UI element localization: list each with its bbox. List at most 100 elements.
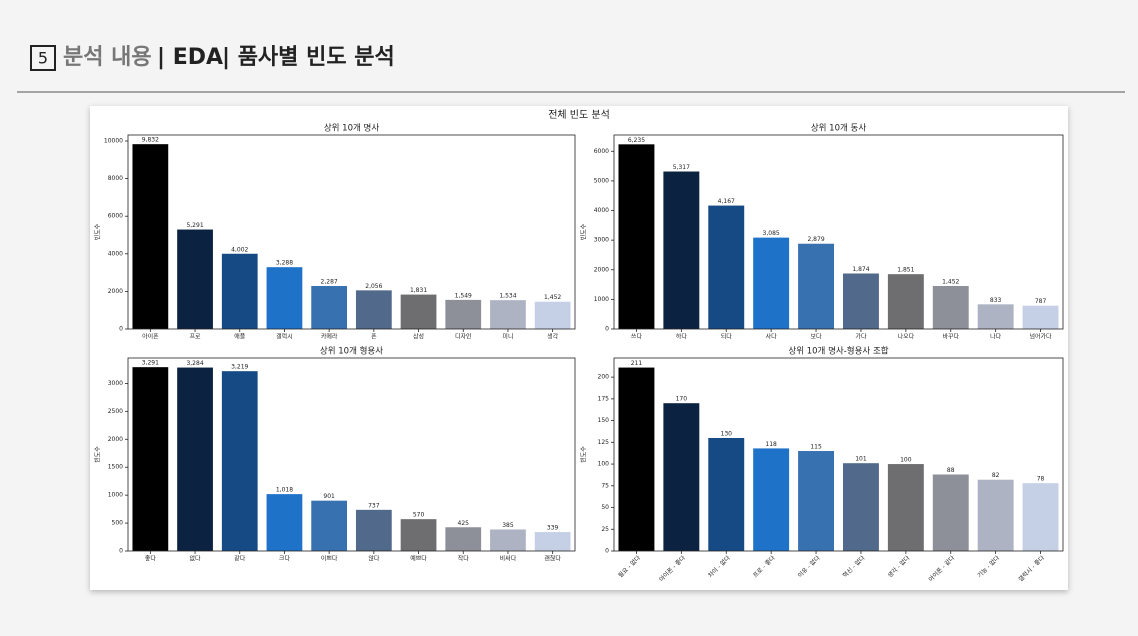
bar [798,451,835,551]
value-label: 4,002 [231,246,248,253]
value-label: 82 [992,472,1000,479]
x-tick-label: 같다 [234,555,246,563]
section-part: | EDA [157,45,223,70]
bar [1022,483,1059,551]
bar [534,301,571,329]
x-tick-label: 넘어가다 [1030,333,1053,341]
value-label: 2,287 [321,279,338,286]
x-tick-label: 보다 [811,333,823,341]
value-label: 100 [900,457,912,464]
y-tick-label: 5000 [594,177,609,184]
section-title: 분석 내용 [63,45,152,70]
y-tick-label: 50 [601,504,609,511]
bar [977,304,1014,329]
value-label: 4,167 [718,198,735,205]
y-tick-label: 0 [119,548,123,555]
bar [977,479,1014,551]
y-tick-label: 4000 [108,250,123,257]
bar [177,229,213,329]
bar [355,509,392,551]
x-tick-label: 비싸다 [500,555,517,563]
y-tick-label: 1000 [594,296,609,303]
bar [445,299,482,329]
bar [266,494,303,551]
value-label: 833 [990,297,1002,304]
x-tick-label: 사다 [766,333,778,341]
chart-title: 상위 10개 명사 [324,123,380,134]
x-tick-label: 작다 [458,555,470,563]
x-tick-label: 갤럭시 [276,333,293,341]
x-tick-label: 되다 [721,333,733,341]
y-tick-label: 175 [598,395,610,402]
x-tick-label: 하다 [676,333,688,341]
x-tick-label: 않다 [368,555,380,563]
bar [221,253,258,329]
bar [753,237,790,329]
bar [221,371,258,551]
section-number: 5 [38,49,48,68]
value-label: 3,085 [763,230,780,237]
x-tick-label: 이쁘다 [321,555,338,563]
y-tick-label: 125 [598,439,610,446]
x-tick-label: 생각 [547,333,559,341]
value-label: 2,056 [365,283,382,290]
bar [708,205,745,329]
chart-title: 상위 10개 형용사 [320,346,383,357]
value-label: 115 [810,444,822,451]
bar [132,367,169,551]
value-label: 9,832 [142,137,159,144]
plot-frame [613,134,1064,330]
x-tick-label: 미니 [502,333,513,341]
number-box [30,45,56,71]
bar [663,171,700,329]
value-label: 2,879 [807,236,824,243]
y-axis-label: 빈도수 [94,223,102,240]
bar [534,532,571,551]
value-label: 339 [547,525,559,532]
bar [663,403,700,551]
y-axis-label: 빈도수 [580,223,588,240]
bar [618,367,655,551]
value-label: 170 [676,396,688,403]
bar [266,267,303,329]
value-label: 1,549 [455,292,472,299]
x-tick-label: 예쁘다 [410,555,427,563]
bar [400,519,437,551]
value-label: 3,291 [142,360,159,367]
bar [887,464,924,551]
value-label: 425 [458,520,470,527]
value-label: 6,235 [628,137,645,144]
value-label: 3,219 [231,364,248,371]
y-tick-label: 2000 [108,288,123,295]
y-tick-label: 1000 [108,492,123,499]
y-tick-label: 1500 [108,464,123,471]
value-label: 5,317 [673,164,690,171]
y-tick-label: 0 [605,326,609,333]
y-tick-label: 75 [601,482,609,489]
x-tick-label: 폰 [371,334,377,341]
x-tick-label: 가다 [855,333,867,341]
y-tick-label: 2500 [108,408,123,415]
y-axis-label: 빈도수 [94,446,102,463]
x-tick-label: 아이폰 [142,333,159,341]
value-label: 101 [855,456,867,463]
y-axis-label: 빈도수 [580,446,588,463]
bar [842,463,879,551]
bar [400,294,437,329]
value-label: 78 [1037,476,1045,483]
value-label: 1,018 [276,487,293,494]
value-label: 5,291 [186,222,203,229]
y-tick-label: 2000 [108,436,123,443]
section-part: | 품사별 빈도 분석 [222,45,395,70]
chart-title: 상위 10개 명사-형용사 조합 [788,346,888,357]
value-label: 118 [765,441,777,448]
y-tick-label: 3000 [594,237,609,244]
value-label: 1,534 [499,293,516,300]
plot-frame [127,134,576,330]
bar [887,274,924,329]
value-label: 901 [323,493,335,500]
bar [177,367,213,551]
y-tick-label: 25 [601,526,609,533]
